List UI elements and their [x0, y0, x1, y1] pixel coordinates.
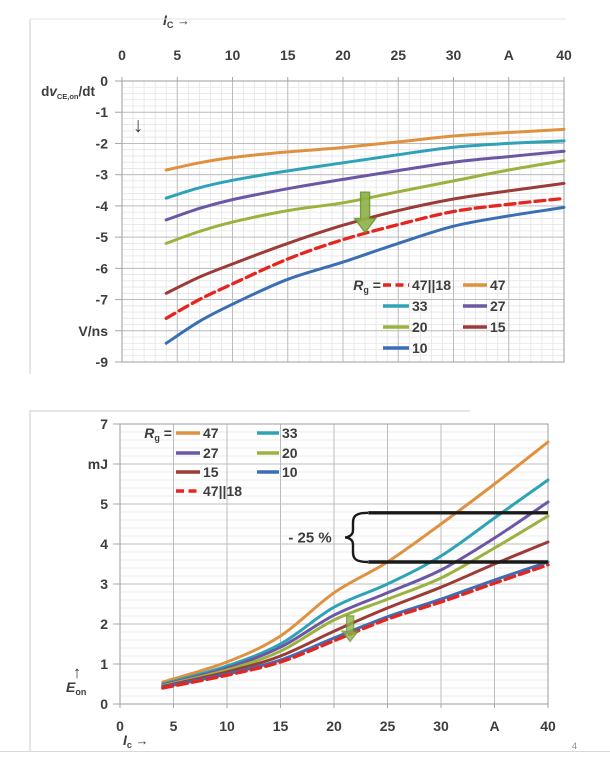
- y-tick-label: 1: [100, 656, 108, 672]
- x-tick-label: A: [489, 718, 499, 734]
- legend-title: Rg =: [144, 425, 172, 443]
- x-tick-label: 20: [335, 47, 351, 63]
- x-tick-label: 25: [380, 718, 396, 734]
- y-axis-title: dvCE,on/dt: [41, 84, 95, 101]
- series-curve-27: [161, 500, 550, 687]
- page-footnote: 4: [572, 741, 578, 751]
- x-axis-title: Ic →: [123, 732, 149, 750]
- x-tick-label: 5: [173, 47, 181, 63]
- annotation: - 25 %: [288, 511, 548, 564]
- legend-label: 20: [412, 319, 428, 335]
- legend-label: 10: [282, 464, 298, 480]
- y-axis-title: Eon: [66, 679, 86, 697]
- x-tick-label: 20: [326, 718, 342, 734]
- y-tick-label: 3: [100, 576, 108, 592]
- legend-label: 15: [490, 319, 506, 335]
- legend-label: 33: [282, 425, 298, 441]
- x-tick-label: 0: [116, 718, 124, 734]
- x-tick-label: 15: [280, 47, 296, 63]
- grid: [119, 423, 549, 705]
- x-tick-label: 10: [225, 47, 241, 63]
- series-curve-33: [164, 139, 566, 200]
- y-tick-label: mJ: [88, 456, 108, 472]
- y-tick-label: -4: [96, 198, 109, 214]
- brace-icon: [344, 511, 369, 564]
- legend: Rg = 47 33 27 20 15 10 47||18: [144, 425, 297, 499]
- dvdt-chart-svg: 0 5 10 15 20 25 30 A 40 0 -1 -2 -3 -4 -5 -6 -7 V/ns -9 IC →…: [29, 12, 572, 374]
- curves: [161, 440, 550, 690]
- green-down-arrow: [353, 191, 378, 234]
- series-curve-15: [161, 540, 550, 688]
- legend-label: 15: [203, 464, 219, 480]
- series-curve-47: [161, 440, 550, 684]
- y-tick-label: 5: [100, 496, 108, 512]
- y-tick-label: V/ns: [78, 323, 108, 339]
- series-curve-10: [164, 205, 566, 345]
- y-tick-label: 7: [100, 416, 108, 432]
- x-tick-label: A: [504, 47, 514, 63]
- x-axis-title: IC →: [163, 12, 190, 30]
- legend-label: 20: [282, 445, 298, 461]
- legend-label: 47: [203, 425, 219, 441]
- x-tick-label: 30: [446, 47, 462, 63]
- y-tick-label: -3: [96, 167, 109, 183]
- x-tick-label: 15: [273, 718, 289, 734]
- x-tick-label: 10: [219, 718, 235, 734]
- x-tick-label: 40: [540, 718, 556, 734]
- series-curve-33: [161, 478, 550, 686]
- curves: [164, 127, 566, 345]
- y-tick-label: -7: [96, 292, 109, 308]
- x-tick-label: 5: [170, 718, 178, 734]
- y-tick-label: 4: [100, 536, 108, 552]
- y-tick-labels: 0 -1 -2 -3 -4 -5 -6 -7 V/ns -9: [78, 73, 108, 370]
- legend-label: 27: [490, 298, 506, 314]
- x-tick-labels: 0 5 10 15 20 25 30 A 40: [116, 718, 556, 734]
- grid: [121, 80, 565, 363]
- figure-eon-chart: 0 5 10 15 20 25 30 A 40 7 mJ 5 4 3 2 1 0 Ic → Eon ↑ - 25 % Rg…: [0, 382, 610, 764]
- y-tick-label: -9: [96, 354, 109, 370]
- figure-dvdt-chart: 0 5 10 15 20 25 30 A 40 0 -1 -2 -3 -4 -5 -6 -7 V/ns -9 IC →…: [29, 12, 572, 374]
- y-tick-label: -1: [96, 104, 109, 120]
- axis-ticks: [115, 77, 565, 363]
- legend: Rg = 47||18 47 33 27 20 15 10: [353, 277, 505, 356]
- y-tick-label: 0: [100, 696, 108, 712]
- green-down-arrow: [340, 615, 360, 643]
- axis-ticks: [113, 423, 549, 708]
- y-tick-label: -6: [96, 260, 109, 276]
- legend-label: 47||18: [412, 277, 451, 293]
- y-tick-label: -2: [96, 135, 109, 151]
- series-curve-20: [164, 159, 566, 245]
- legend-title: Rg =: [353, 277, 381, 295]
- legend-label: 47: [490, 277, 506, 293]
- series-curve-20: [161, 514, 550, 688]
- x-tick-label: 25: [390, 47, 406, 63]
- x-tick-labels: 0 5 10 15 20 25 30 A 40: [118, 47, 572, 63]
- legend-label: 47||18: [203, 483, 242, 499]
- x-tick-label: 40: [556, 47, 572, 63]
- series-curve-15: [164, 181, 566, 295]
- legend-label: 33: [412, 298, 428, 314]
- x-tick-label: 0: [118, 47, 126, 63]
- series-curve-27: [164, 149, 566, 222]
- y-tick-label: 2: [100, 616, 108, 632]
- x-tick-label: 30: [433, 718, 449, 734]
- series-curve-47-18: [164, 196, 566, 320]
- legend-label: 10: [412, 340, 428, 356]
- legend-label: 27: [203, 445, 219, 461]
- series-curve-47: [164, 127, 566, 172]
- y-tick-label: 0: [100, 73, 108, 89]
- y-tick-label: -5: [96, 229, 109, 245]
- minus-25-percent-label: - 25 %: [288, 529, 331, 546]
- y-tick-labels: 7 mJ 5 4 3 2 1 0: [88, 416, 108, 712]
- up-arrow-icon: ↑: [73, 663, 82, 682]
- down-arrow-icon: ↓: [133, 114, 144, 137]
